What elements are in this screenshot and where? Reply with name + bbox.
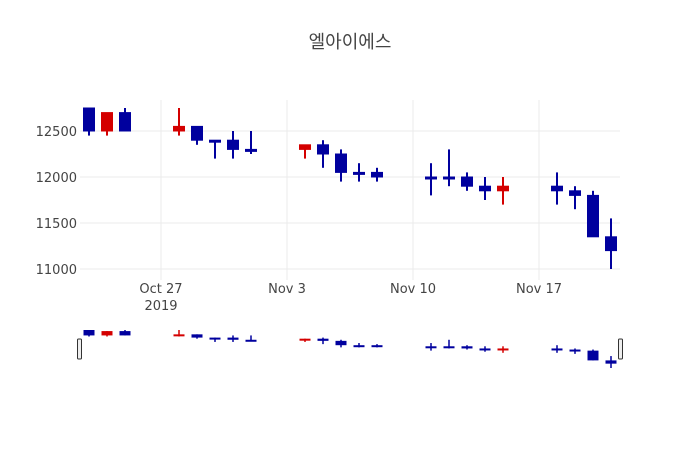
slider-candle-body [317, 338, 329, 341]
y-tick-label: 12500 [36, 125, 77, 140]
candle-body-decreasing[interactable] [353, 171, 365, 175]
slider-candle-body [371, 345, 383, 348]
y-tick-label: 11000 [36, 263, 77, 278]
candle-body-decreasing[interactable] [245, 148, 257, 152]
x-tick-label: Nov 10 [390, 282, 436, 297]
slider-candle-body [587, 350, 599, 361]
candle-body-increasing[interactable] [101, 112, 113, 132]
slider-candle-body [191, 334, 203, 338]
slider-candle-body [497, 348, 509, 351]
candle-body-decreasing[interactable] [119, 112, 131, 132]
candle-body-decreasing[interactable] [191, 125, 203, 141]
slider-candle-body [119, 331, 131, 336]
slider-candle-body [299, 338, 311, 341]
slider-candle-body [353, 345, 365, 348]
y-tick-label: 11500 [36, 217, 77, 232]
slider-candle-body [443, 346, 455, 349]
range-slider-background [79, 327, 621, 371]
y-axis: 11000 11500 12000 12500 [36, 125, 77, 278]
y-tick-label: 12000 [36, 171, 77, 186]
slider-candle-body [551, 348, 563, 351]
slider-candle-body [245, 339, 257, 342]
candle-body-increasing[interactable] [299, 144, 311, 150]
slider-candle-body [335, 340, 347, 346]
gridlines [80, 100, 620, 280]
candle-body-increasing[interactable] [497, 185, 509, 192]
x-tick-label: Oct 27 [139, 282, 182, 297]
x-tick-year-label: 2019 [144, 299, 177, 314]
slider-candle-body [173, 334, 185, 337]
x-tick-label: Nov 17 [516, 282, 562, 297]
candle-body-decreasing[interactable] [479, 185, 491, 192]
candle-body-decreasing[interactable] [209, 139, 221, 143]
range-slider[interactable] [77, 327, 623, 371]
candles[interactable] [83, 107, 617, 269]
slider-candle-body [101, 331, 113, 336]
chart-title: 엘아이에스 [309, 32, 392, 53]
range-slider-right-handle[interactable] [618, 338, 623, 360]
candle-body-decreasing[interactable] [587, 194, 599, 238]
candle-body-decreasing[interactable] [605, 236, 617, 252]
candle-body-decreasing[interactable] [551, 185, 563, 192]
candle-body-decreasing[interactable] [227, 139, 239, 150]
candle-body-decreasing[interactable] [335, 153, 347, 173]
slider-candle-body [569, 349, 581, 352]
x-axis: Oct 27 2019 Nov 3 Nov 10 Nov 17 [139, 282, 562, 314]
slider-candle-body [227, 337, 239, 340]
candle-body-decreasing[interactable] [83, 107, 95, 132]
candle-body-decreasing[interactable] [371, 171, 383, 178]
candle-body-decreasing[interactable] [425, 176, 437, 180]
slider-candle-body [605, 360, 617, 364]
slider-candle-body [83, 330, 95, 336]
candle-body-decreasing[interactable] [569, 190, 581, 196]
slider-candle-body [425, 346, 437, 349]
slider-candle-body [479, 348, 491, 351]
range-slider-left-handle[interactable] [77, 338, 82, 360]
slider-candle-body [461, 346, 473, 349]
slider-candle-body [209, 337, 221, 340]
candle-body-decreasing[interactable] [443, 176, 455, 180]
x-tick-label: Nov 3 [268, 282, 306, 297]
candle-body-decreasing[interactable] [317, 144, 329, 155]
candle-body-increasing[interactable] [173, 125, 185, 132]
candle-body-decreasing[interactable] [461, 176, 473, 187]
